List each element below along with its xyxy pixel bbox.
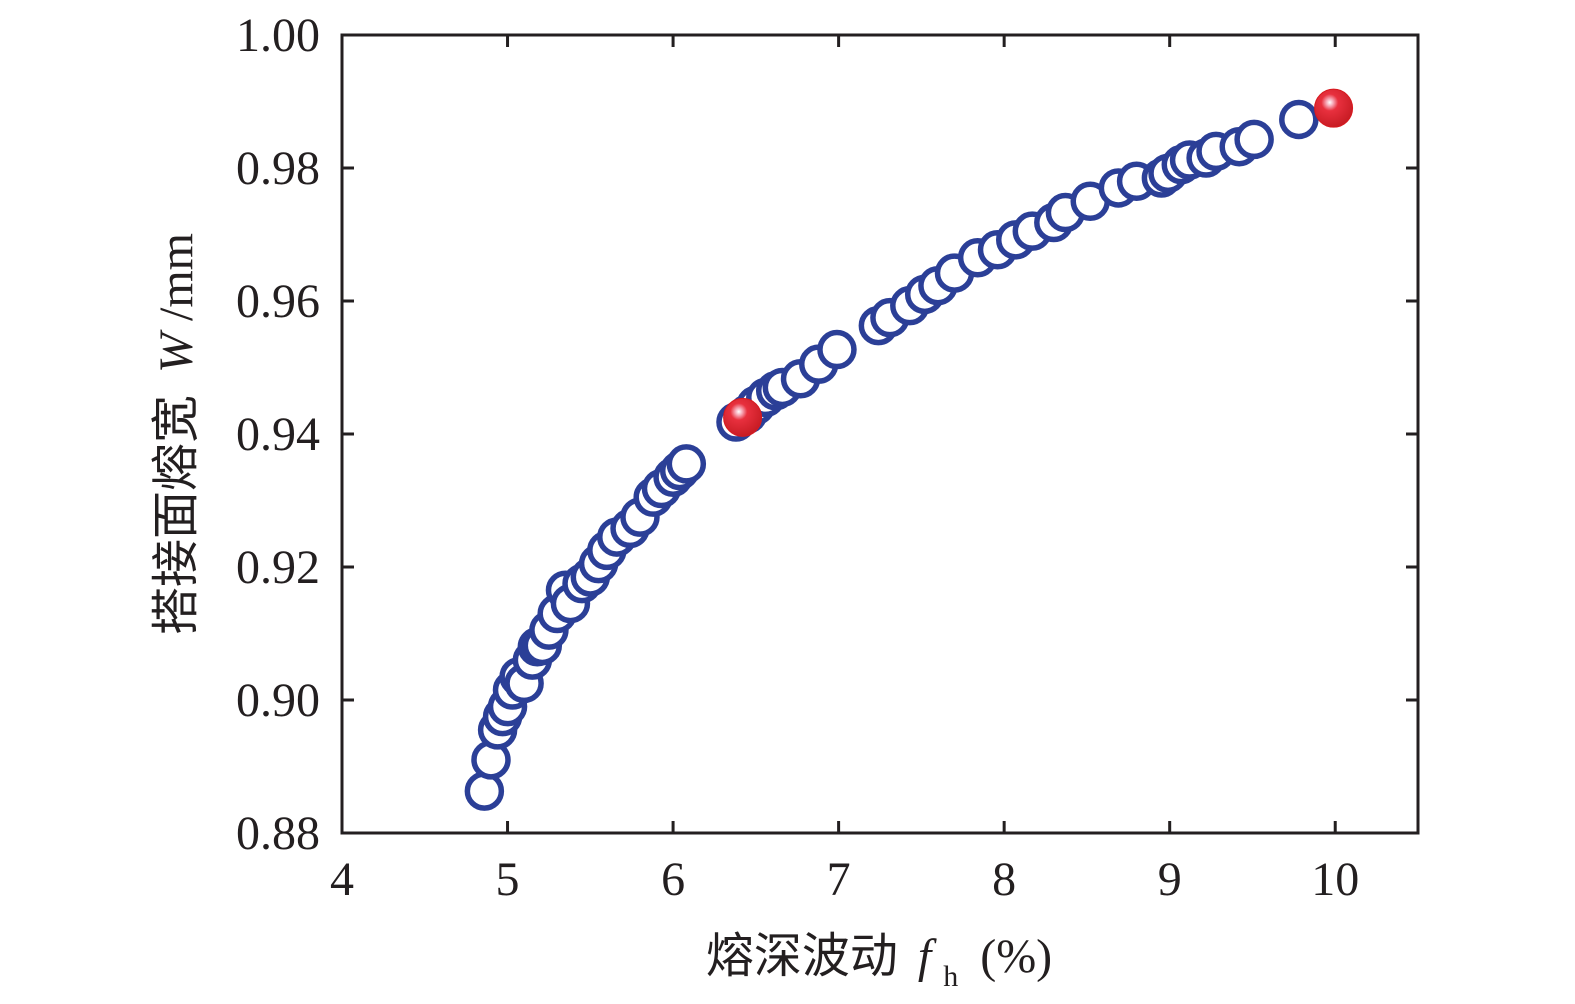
- data-point: [1234, 119, 1274, 160]
- x-axis-title-subscript: h: [943, 960, 958, 993]
- data-point: [817, 329, 857, 370]
- x-axis-title: 熔深波动 f h (%): [706, 930, 1052, 997]
- highlight-point: [1314, 88, 1354, 128]
- data-point: [666, 444, 707, 484]
- x-tick-label: 10: [1311, 853, 1359, 906]
- y-axis-title-variable: W: [150, 329, 203, 373]
- x-axis-title-variable: f: [918, 930, 937, 983]
- axis-ticks: [342, 35, 1418, 833]
- data-point: [1279, 99, 1319, 140]
- data-point: [464, 771, 505, 811]
- highlight-point: [723, 397, 763, 437]
- y-axis-title-unit: /mm: [150, 233, 203, 321]
- y-axis-tick-labels: 0.88 0.90 0.92 0.94 0.96 0.98 1.00: [236, 9, 320, 860]
- x-axis-title-unit: (%): [980, 930, 1052, 983]
- y-tick-label: 1.00: [236, 9, 320, 62]
- x-tick-label: 4: [330, 853, 354, 906]
- x-tick-label: 5: [496, 853, 520, 906]
- y-tick-label: 0.94: [236, 408, 320, 461]
- x-tick-label: 7: [827, 853, 851, 906]
- y-tick-label: 0.90: [236, 674, 320, 727]
- y-tick-label: 0.96: [236, 275, 320, 328]
- y-tick-label: 0.88: [236, 807, 320, 860]
- x-tick-label: 6: [661, 853, 685, 906]
- x-axis-title-prefix: 熔深波动: [706, 930, 898, 983]
- data-points: [464, 88, 1354, 811]
- x-tick-label: 8: [992, 853, 1016, 906]
- y-tick-label: 0.92: [236, 541, 320, 594]
- x-axis-tick-labels: 4 5 6 7 8 9 10: [330, 853, 1359, 906]
- y-axis-title-prefix: 搭接面熔宽: [150, 395, 203, 635]
- x-tick-label: 9: [1158, 853, 1182, 906]
- y-axis-title: 搭接面熔宽 W /mm: [150, 233, 203, 635]
- y-tick-label: 0.98: [236, 142, 320, 195]
